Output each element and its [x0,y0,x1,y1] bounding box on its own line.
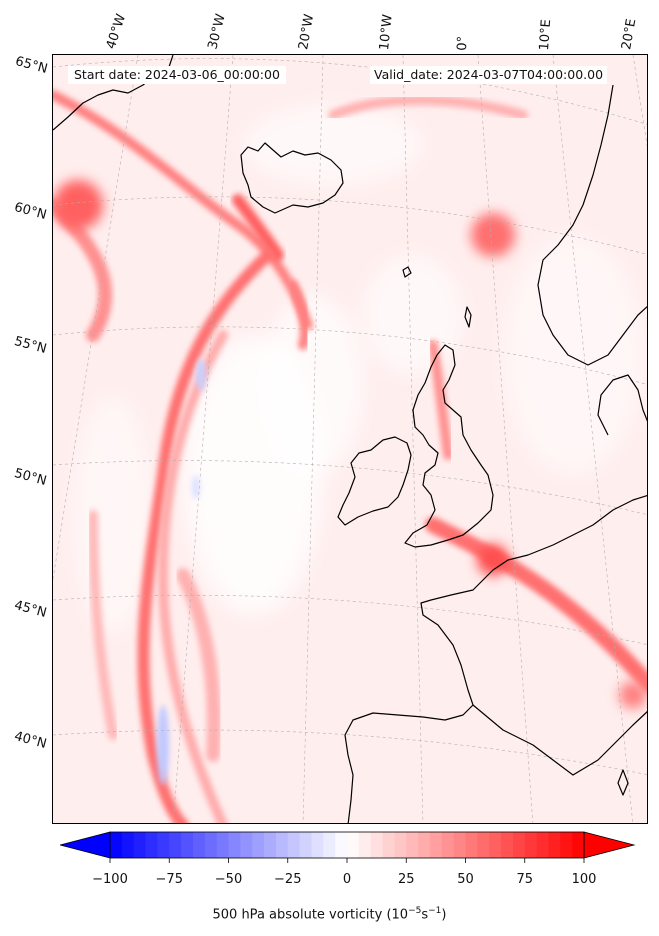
graticule [53,55,647,823]
colorbar-title: 500 hPa absolute vorticity (10−5s−1) [0,906,659,922]
lon-label-20e: 20°E [619,17,640,52]
continental-coast [344,494,647,823]
coastlines [53,55,647,823]
colorbar-cell [181,832,194,858]
colorbar-cell [110,832,123,858]
colorbar-cell [536,832,549,858]
colorbar-cell [133,832,147,858]
tick-label-neg50: −50 [214,872,243,887]
colorbar-cell [370,832,384,858]
ireland-coast [337,436,412,526]
colorbar-cell [252,832,265,858]
colorbar-cell [501,832,514,858]
colorbar-cell [121,832,135,858]
vorticity-maxima [53,180,647,709]
lon-label-10e: 10°E [537,18,555,51]
colorbar-cell [548,832,561,858]
map-panel [52,54,648,824]
colorbar-cell [157,832,170,858]
colorbar-cell [382,832,395,858]
colorbar-cell [572,832,585,858]
shetland-islands [464,306,472,328]
colorbar-cell [275,832,289,858]
tick-label-neg100: −100 [92,872,128,887]
start-date-label: Start date: 2024-03-06_00:00:00 [68,66,286,84]
colorbar-title-end: ) [441,907,447,923]
tick-label-25: 25 [397,872,415,887]
colorbar-cell [429,832,443,858]
mediterranean-coast [472,704,647,776]
colorbar-title-text: 500 hPa absolute vorticity (10 [212,907,409,923]
colorbar-cell [441,832,455,858]
colorbar-cell [192,832,206,858]
colorbar-cell [489,832,502,858]
iceland-coast [240,142,344,214]
colorbar-cell [145,832,158,858]
lat-label-60n: 60°N [12,200,49,223]
colorbar-cell [216,832,229,858]
scandinavia-coast [537,84,647,366]
colorbar [60,831,636,863]
great-britain-coast [404,344,494,548]
colorbar-cell [512,832,526,858]
colorbar-cell [169,832,182,858]
lon-label-10w: 10°W [377,13,396,52]
lat-label-55n: 55°N [12,334,49,357]
colorbar-cell [358,832,372,858]
negative-vorticity-streaks [157,359,206,785]
lat-label-65n: 65°N [13,54,50,77]
corsica-coast [617,769,629,796]
lat-label-45n: 45°N [12,598,49,621]
tick-label-neg25: −25 [274,872,302,887]
colorbar-extend-low [60,831,111,859]
colorbar-cell [465,832,478,858]
colorbar-cell [477,832,490,858]
colorbar-title-mid: s [421,907,429,923]
lat-label-50n: 50°N [12,466,49,489]
lat-label-40n: 40°N [12,729,49,752]
tick-label-neg75: −75 [155,872,183,887]
lon-label-20w: 20°W [296,13,318,52]
colorbar-cell [264,832,277,858]
colorbar-cell [311,832,324,858]
colorbar-cell [418,832,431,858]
vorticity-bands [53,90,647,823]
tick-label-50: 50 [457,872,474,887]
colorbar-title-exp2: −1 [428,906,442,916]
colorbar-cell [394,832,407,858]
vorticity-map [53,55,647,823]
colorbar-cell [240,832,253,858]
tick-label-0: 0 [342,872,352,887]
faroe-islands [402,266,412,278]
colorbar-cell [453,832,466,858]
colorbar-cell [335,832,348,858]
colorbar-extend-high [583,831,636,859]
lon-label-40w: 40°W [103,12,130,51]
lon-label-30w: 30°W [205,12,229,51]
colorbar-cell [287,832,301,858]
tick-label-100: 100 [571,872,597,887]
colorbar-cell [347,832,360,858]
denmark-coast [597,374,647,436]
tick-label-75: 75 [516,872,534,887]
valid-date-label: Valid_date: 2024-03-07T04:00:00.00 [370,66,608,84]
colorbar-cell [228,832,241,858]
colorbar-cell [323,832,336,858]
lon-label-0: 0° [455,35,471,51]
field-low-patches [73,105,643,635]
colorbar-cells [110,832,585,858]
colorbar-cell [299,832,312,858]
colorbar-cell [560,832,573,858]
colorbar-cell [406,832,419,858]
colorbar-title-exp1: −5 [408,906,422,916]
colorbar-ticks [109,858,585,863]
colorbar-cell [204,832,218,858]
colorbar-cell [524,832,538,858]
